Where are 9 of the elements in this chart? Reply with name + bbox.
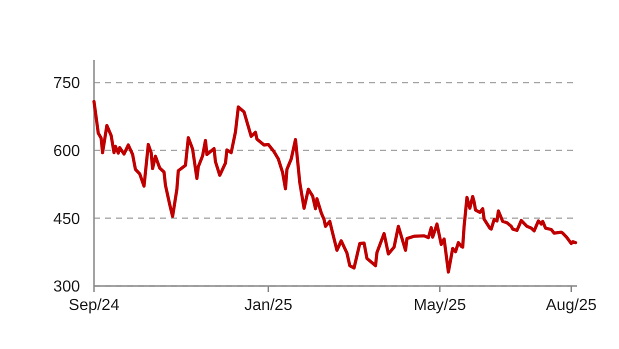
y-tick-label: 300 [53, 278, 80, 296]
y-tick-label: 450 [53, 210, 80, 228]
y-tick-label: 750 [53, 75, 80, 92]
x-tick-label: Aug/25 [546, 297, 597, 314]
x-tick-label: Jan/25 [244, 297, 292, 314]
x-tick-label: Sep/24 [68, 297, 120, 314]
x-tick-label: May/25 [414, 297, 466, 314]
line-series [92, 100, 578, 274]
y-tick-label: 600 [53, 143, 80, 160]
